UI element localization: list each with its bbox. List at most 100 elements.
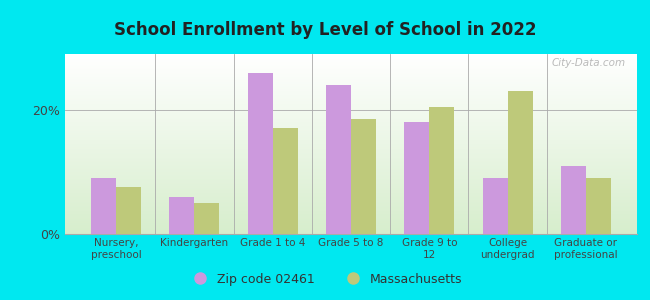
Bar: [65, 179, 637, 180]
Bar: [65, 155, 637, 156]
Bar: [65, 198, 637, 199]
Bar: [65, 132, 637, 133]
Bar: [65, 200, 637, 201]
Bar: [65, 204, 637, 205]
Bar: [65, 219, 637, 220]
Bar: [65, 193, 637, 194]
Bar: [65, 121, 637, 122]
Bar: [65, 88, 637, 89]
Bar: [65, 90, 637, 91]
Bar: [65, 186, 637, 187]
Bar: [508, 91, 533, 234]
Bar: [116, 188, 141, 234]
Bar: [65, 176, 637, 177]
Bar: [65, 117, 637, 118]
Bar: [482, 178, 508, 234]
Bar: [65, 209, 637, 210]
Bar: [65, 195, 637, 196]
Bar: [65, 148, 637, 149]
Bar: [65, 177, 637, 178]
Bar: [194, 203, 220, 234]
Bar: [65, 150, 637, 151]
Bar: [65, 160, 637, 161]
Bar: [65, 166, 637, 167]
Bar: [65, 201, 637, 202]
Bar: [65, 69, 637, 70]
Bar: [65, 85, 637, 86]
Bar: [65, 128, 637, 129]
Bar: [65, 66, 637, 67]
Bar: [65, 120, 637, 121]
Bar: [65, 106, 637, 107]
Bar: [65, 221, 637, 222]
Bar: [65, 57, 637, 58]
Bar: [65, 164, 637, 165]
Bar: [65, 94, 637, 95]
Bar: [65, 170, 637, 171]
Bar: [65, 197, 637, 198]
Bar: [65, 212, 637, 213]
Bar: [65, 101, 637, 102]
Bar: [65, 98, 637, 99]
Bar: [429, 107, 454, 234]
Bar: [65, 145, 637, 146]
Bar: [65, 233, 637, 234]
Bar: [65, 191, 637, 192]
Bar: [65, 161, 637, 162]
Bar: [65, 70, 637, 71]
Bar: [65, 168, 637, 169]
Bar: [65, 202, 637, 203]
Bar: [561, 166, 586, 234]
Bar: [65, 189, 637, 190]
Bar: [65, 182, 637, 183]
Bar: [65, 77, 637, 78]
Bar: [65, 218, 637, 219]
Bar: [65, 118, 637, 119]
Bar: [65, 129, 637, 130]
Bar: [65, 169, 637, 170]
Bar: [65, 171, 637, 172]
Bar: [65, 130, 637, 131]
Bar: [65, 119, 637, 120]
Bar: [65, 58, 637, 59]
Bar: [65, 124, 637, 125]
Bar: [65, 92, 637, 93]
Bar: [65, 162, 637, 163]
Bar: [65, 137, 637, 138]
Bar: [65, 63, 637, 64]
Bar: [65, 205, 637, 206]
Bar: [586, 178, 611, 234]
Bar: [65, 85, 637, 86]
Bar: [65, 223, 637, 224]
Bar: [65, 214, 637, 215]
Bar: [65, 134, 637, 135]
Bar: [65, 104, 637, 105]
Bar: [65, 157, 637, 158]
Bar: [65, 105, 637, 106]
Bar: [65, 71, 637, 72]
Bar: [91, 178, 116, 234]
Legend: Zip code 02461, Massachusetts: Zip code 02461, Massachusetts: [183, 268, 467, 291]
Bar: [65, 97, 637, 98]
Bar: [65, 215, 637, 216]
Bar: [65, 113, 637, 114]
Bar: [65, 184, 637, 185]
Bar: [65, 135, 637, 136]
Bar: [65, 54, 637, 55]
Bar: [65, 142, 637, 143]
Bar: [65, 226, 637, 227]
Bar: [65, 167, 637, 168]
Bar: [65, 140, 637, 141]
Bar: [65, 222, 637, 223]
Bar: [65, 211, 637, 212]
Bar: [65, 84, 637, 85]
Bar: [65, 232, 637, 233]
Bar: [65, 111, 637, 112]
Bar: [65, 96, 637, 97]
Bar: [65, 185, 637, 186]
Bar: [65, 225, 637, 226]
Bar: [65, 174, 637, 175]
Bar: [65, 230, 637, 231]
Bar: [65, 91, 637, 92]
Text: City-Data.com: City-Data.com: [551, 58, 625, 68]
